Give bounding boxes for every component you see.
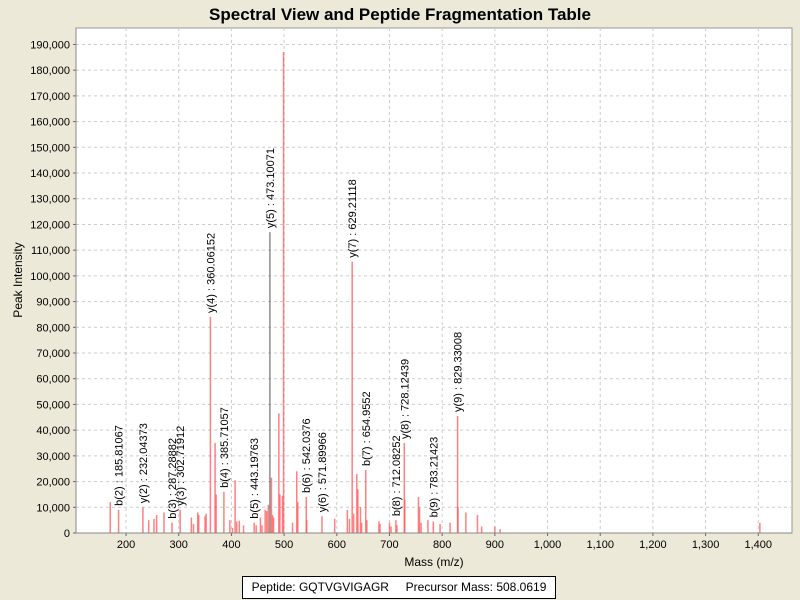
peptide-legend: Peptide: GQTVGVIGAGR Precursor Mass: 508… (242, 576, 556, 599)
plot-area (75, 27, 793, 534)
y-tick-label: 150,000 (30, 142, 70, 154)
y-tick-label: 160,000 (30, 117, 70, 129)
y-tick-label: 0 (64, 528, 70, 540)
x-tick-label: 400 (222, 539, 240, 551)
x-tick-label: 800 (433, 539, 451, 551)
y-tick-label: 140,000 (30, 168, 70, 180)
y-tick-label: 20,000 (36, 477, 70, 489)
y-tick-label: 30,000 (36, 451, 70, 463)
fragment-ion-label: y(8) : 728.12439 (399, 359, 411, 439)
y-tick-label: 180,000 (30, 65, 70, 77)
x-tick-label: 200 (117, 539, 135, 551)
fragment-ion-label: b(9) : 783.21423 (428, 437, 440, 518)
fragment-ion-label: b(5) : 443.19763 (249, 438, 261, 519)
x-tick-label: 1,100 (586, 539, 614, 551)
y-tick-label: 80,000 (36, 322, 70, 334)
fragment-ion-label: b(8) : 712.08252 (391, 435, 403, 516)
fragment-ion-label: y(7) : 629.21118 (347, 179, 359, 257)
y-tick-label: 110,000 (31, 245, 70, 257)
fragment-ion-label: y(9) : 829.33008 (453, 332, 465, 412)
y-tick-label: 10,000 (36, 502, 70, 514)
y-tick-label: 120,000 (30, 219, 70, 231)
fragment-ion-label: y(4) : 360.06152 (205, 233, 217, 313)
chart-title: Spectral View and Peptide Fragmentation … (209, 5, 591, 24)
x-tick-label: 500 (275, 539, 293, 551)
y-axis-label: Peak Intensity (11, 242, 25, 317)
x-tick-label: 1,200 (639, 539, 667, 551)
fragment-ion-label: y(5) : 473.10071 (265, 148, 277, 228)
y-tick-label: 100,000 (30, 271, 70, 283)
x-tick-label: 900 (486, 539, 504, 551)
fragment-ion-label: b(3) : 287.28882 (167, 438, 179, 519)
fragment-ion-label: b(2) : 185.81067 (114, 425, 126, 506)
x-axis-label: Mass (m/z) (404, 555, 463, 569)
x-tick-label: 1,000 (534, 539, 562, 551)
fragment-ion-label: b(4) : 385.71057 (219, 407, 231, 488)
fragment-ion-label: b(6) : 542.0376 (301, 418, 313, 493)
y-tick-label: 90,000 (36, 297, 70, 309)
y-tick-label: 50,000 (36, 399, 70, 411)
x-tick-label: 1,300 (692, 539, 720, 551)
y-tick-label: 190,000 (30, 39, 70, 51)
fragment-ion-label: b(7) : 654.9552 (361, 391, 373, 466)
y-tick-label: 170,000 (30, 91, 70, 103)
x-tick-label: 600 (328, 539, 346, 551)
x-tick-label: 1,400 (745, 539, 773, 551)
y-tick-label: 60,000 (36, 374, 70, 386)
y-tick-label: 70,000 (36, 348, 70, 360)
fragment-ion-label: y(3) : 302.71912 (175, 426, 187, 506)
y-tick-label: 40,000 (36, 425, 70, 437)
fragment-ion-label: y(2) : 232.04373 (138, 423, 150, 503)
fragment-ion-label: y(6) : 571.89966 (317, 432, 329, 512)
x-tick-label: 300 (170, 539, 188, 551)
y-tick-label: 130,000 (30, 194, 70, 206)
x-tick-label: 700 (380, 539, 398, 551)
